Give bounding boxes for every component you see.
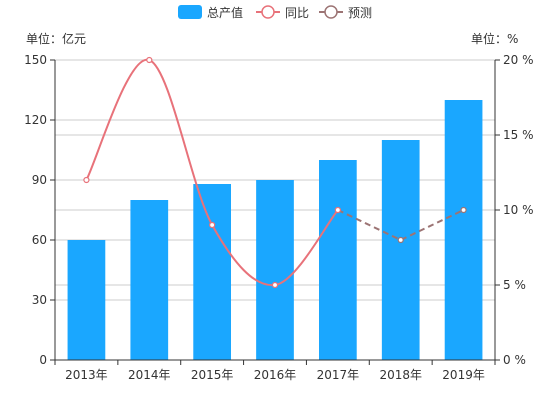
tick-labels: 0 30 60 90 120 150 0 % 5 % 10 % 15 % 20 % 2013年 2014…	[24, 53, 533, 382]
yoy-line	[85, 58, 339, 287]
yoy-point-2013年	[83, 176, 90, 184]
x-axis-tick-label: 2015年	[191, 368, 234, 382]
bar-2018年	[381, 140, 420, 360]
legend-item-forecast[interactable]: 预测	[319, 5, 372, 20]
legend-label-output: 总产值	[207, 5, 243, 20]
forecast-point-2019年	[460, 206, 467, 214]
left-axis-tick-label: 0	[39, 353, 47, 367]
bar-2015年	[193, 184, 231, 360]
legend-item-output[interactable]: 总产值	[178, 5, 243, 20]
left-axis-unit-label: 单位：亿元	[26, 31, 86, 46]
bar-2013年	[67, 240, 106, 360]
x-axis-tick-label: 2019年	[442, 368, 485, 382]
left-axis-tick-label: 120	[24, 113, 47, 127]
x-axis-tick-label: 2018年	[379, 368, 422, 382]
right-axis-tick-label: 0 %	[503, 353, 526, 367]
axes	[50, 59, 500, 365]
right-axis-tick-label: 15 %	[503, 128, 534, 142]
legend-bar-swatch	[178, 5, 202, 19]
x-axis-tick-label: 2016年	[254, 368, 297, 382]
left-axis-tick-label: 60	[32, 233, 47, 247]
x-axis-tick-label: 2017年	[317, 368, 360, 382]
bar-2017年	[319, 160, 357, 360]
legend-item-yoy[interactable]: 同比	[256, 5, 309, 20]
right-axis-tick-label: 20 %	[503, 53, 534, 67]
forecast-point-2018年	[397, 236, 404, 244]
x-axis-tick-label: 2013年	[65, 368, 108, 382]
yoy-point-2014年	[146, 56, 153, 64]
x-axis-tick-label: 2014年	[128, 368, 171, 382]
legend-label-yoy: 同比	[285, 6, 309, 20]
right-axis-tick-label: 5 %	[503, 278, 526, 292]
bar-2014年	[130, 200, 169, 360]
forecast-line	[337, 209, 465, 242]
right-axis-tick-label: 10 %	[503, 203, 534, 217]
bar-2016年	[256, 180, 294, 360]
left-axis-tick-label: 150	[24, 53, 47, 67]
bars	[67, 100, 483, 360]
right-axis-unit-label: 单位：%	[471, 31, 518, 46]
legend: 总产值 同比 预测	[178, 5, 372, 20]
yoy-point-2016年	[271, 281, 279, 289]
yoy-point-2017年	[334, 206, 341, 214]
left-axis-tick-label: 90	[32, 173, 47, 187]
left-axis-tick-label: 30	[32, 293, 47, 307]
legend-yoy-marker	[261, 5, 275, 19]
legend-forecast-marker	[324, 5, 338, 19]
lines	[83, 56, 467, 289]
legend-label-forecast: 预测	[348, 6, 372, 20]
bar-2019年	[444, 100, 483, 360]
yoy-point-2015年	[209, 221, 216, 229]
